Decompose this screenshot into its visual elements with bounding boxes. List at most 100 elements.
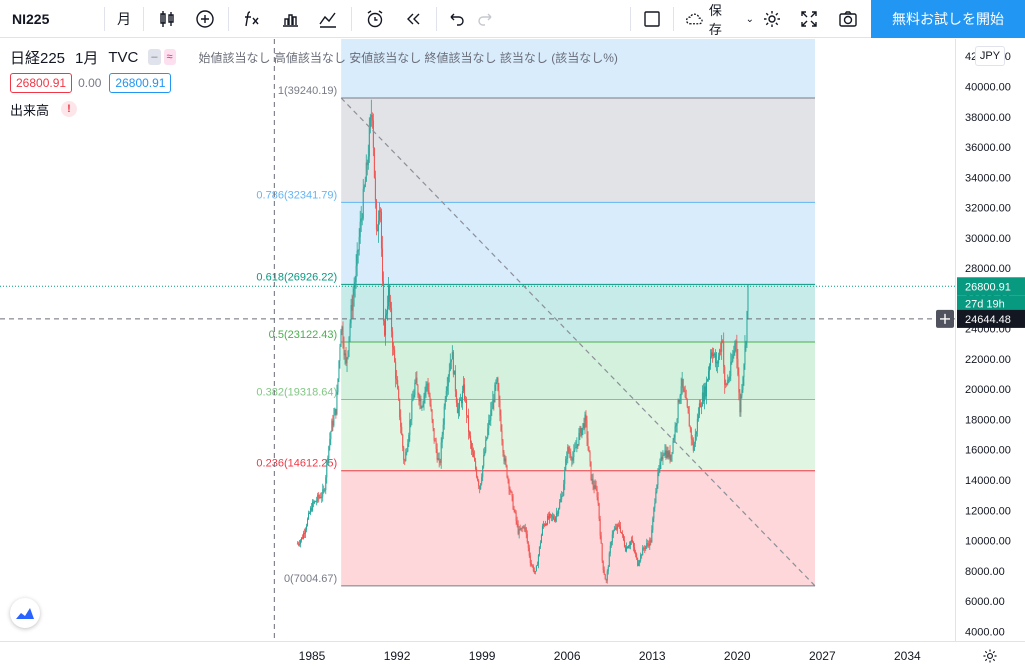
candle-body bbox=[728, 379, 730, 381]
candle-body bbox=[637, 557, 639, 566]
candle-body bbox=[605, 579, 607, 581]
candle-body bbox=[639, 560, 641, 564]
fullscreen-button[interactable] bbox=[790, 0, 828, 38]
candle-body bbox=[355, 265, 357, 282]
financials-button[interactable] bbox=[271, 0, 309, 38]
tradingview-logo[interactable] bbox=[10, 598, 40, 628]
symbol-search-button[interactable]: NI225 bbox=[12, 10, 50, 27]
candle-body bbox=[554, 519, 556, 521]
candle-body bbox=[386, 313, 388, 316]
chart-type-button[interactable] bbox=[148, 0, 186, 38]
candle-body bbox=[680, 386, 682, 396]
quote-row: 26800.91 0.00 26800.91 bbox=[10, 72, 618, 94]
candle-body bbox=[410, 419, 412, 421]
candle-body bbox=[400, 417, 402, 427]
candle-body bbox=[672, 440, 674, 453]
currency-badge[interactable]: JPY bbox=[975, 46, 1005, 66]
candle-body bbox=[531, 565, 533, 567]
replay-button[interactable] bbox=[394, 0, 432, 38]
interval-button[interactable]: 月 bbox=[117, 10, 131, 27]
candle-body bbox=[439, 460, 441, 463]
candle-body bbox=[315, 501, 317, 503]
candle-body bbox=[559, 502, 561, 509]
snapshot-button[interactable] bbox=[828, 0, 868, 38]
candle-body bbox=[700, 405, 702, 408]
bar-chart-icon bbox=[283, 13, 298, 27]
candle-body bbox=[643, 547, 645, 549]
candle-body bbox=[673, 437, 675, 441]
price-axis-canvas: 42000.0040000.0038000.0036000.0034000.00… bbox=[957, 51, 1025, 638]
alert-button[interactable] bbox=[356, 0, 394, 38]
candle-body bbox=[598, 503, 600, 519]
candle-body bbox=[623, 539, 625, 547]
undo-button[interactable] bbox=[441, 0, 471, 38]
candle-body bbox=[690, 428, 692, 439]
candle-body bbox=[580, 427, 582, 436]
candle-body bbox=[611, 534, 613, 543]
candle-body bbox=[692, 439, 694, 451]
save-button[interactable]: 保存 ⌄ bbox=[678, 0, 754, 38]
price-axis[interactable]: 42000.0040000.0038000.0036000.0034000.00… bbox=[955, 39, 1025, 641]
candle-body bbox=[719, 349, 721, 357]
interval-title[interactable]: 1月 bbox=[75, 49, 99, 67]
candle-body bbox=[636, 554, 638, 558]
symbol-title[interactable]: 日経225 bbox=[10, 49, 66, 67]
candle-body bbox=[455, 391, 457, 403]
candle-body bbox=[382, 281, 384, 321]
warning-icon[interactable]: ! bbox=[61, 101, 78, 117]
candle-body bbox=[367, 156, 369, 165]
candle-body bbox=[383, 320, 385, 336]
candle-body bbox=[518, 529, 520, 534]
settings-button[interactable] bbox=[754, 0, 790, 38]
candle-body bbox=[589, 452, 591, 462]
candle-body bbox=[441, 434, 443, 443]
candle-body bbox=[456, 402, 458, 414]
bid-price-box[interactable]: 26800.91 bbox=[10, 73, 73, 93]
candle-body bbox=[480, 483, 482, 490]
candle-body bbox=[326, 461, 328, 478]
candle-body bbox=[579, 427, 581, 434]
candle-body bbox=[487, 428, 489, 438]
candle-body bbox=[329, 438, 331, 447]
source-title[interactable]: TVC bbox=[108, 48, 139, 66]
candle-body bbox=[607, 566, 609, 572]
price-tick-label: 18000.00 bbox=[965, 414, 1011, 426]
chart-canvas[interactable]: 1(39240.19) 0.786(32341.79) 0.618(26926.22… bbox=[0, 39, 955, 641]
candle-body bbox=[413, 394, 415, 399]
candle-body bbox=[629, 545, 631, 547]
candle-body bbox=[606, 571, 608, 581]
candle-body bbox=[696, 418, 698, 432]
volume-label[interactable]: 出来高 bbox=[10, 102, 50, 118]
candle-body bbox=[704, 386, 706, 397]
templates-button[interactable] bbox=[309, 0, 347, 38]
candle-body bbox=[466, 399, 468, 416]
candle-body bbox=[528, 547, 530, 556]
chart-pane[interactable]: 1(39240.19) 0.786(32341.79) 0.618(26926.22… bbox=[0, 39, 955, 641]
start-free-trial-button[interactable]: 無料お試しを開始 bbox=[871, 0, 1025, 38]
candle-body bbox=[722, 340, 724, 343]
ask-price-box[interactable]: 26800.91 bbox=[109, 73, 172, 93]
candle-body bbox=[562, 495, 564, 497]
redo-button[interactable] bbox=[471, 0, 501, 38]
candle-body bbox=[731, 361, 733, 363]
candle-body bbox=[697, 415, 699, 419]
add-alert-button[interactable] bbox=[936, 309, 954, 328]
candle-body bbox=[459, 399, 461, 401]
compare-button[interactable] bbox=[186, 0, 224, 38]
gear-icon[interactable] bbox=[981, 647, 999, 665]
candle-body bbox=[582, 423, 584, 428]
candle-body bbox=[300, 537, 302, 541]
candle-body bbox=[631, 539, 633, 542]
candle-body bbox=[583, 423, 585, 429]
candle-body bbox=[699, 403, 701, 408]
price-tick-label: 8000.00 bbox=[965, 566, 1005, 578]
candle-body bbox=[566, 457, 568, 460]
candle-body bbox=[462, 384, 464, 392]
layout-button[interactable] bbox=[635, 0, 669, 38]
candle-body bbox=[461, 391, 463, 404]
candle-body bbox=[464, 398, 466, 400]
time-axis[interactable]: 1985 1992 1999 2006 2013 2020 2027 2034 bbox=[0, 641, 1025, 669]
candle-body bbox=[312, 501, 314, 511]
candle-body bbox=[444, 399, 446, 407]
indicators-button[interactable] bbox=[233, 0, 271, 38]
